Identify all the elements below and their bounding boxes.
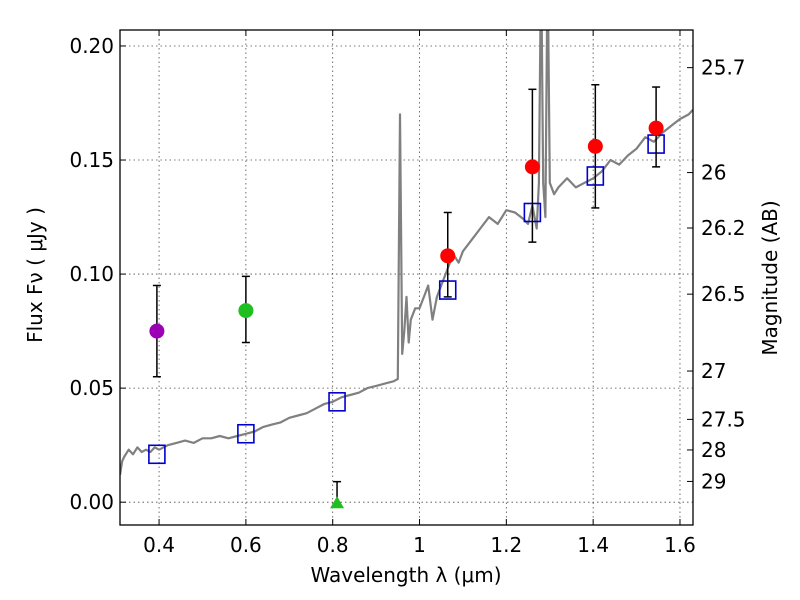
x-axis-label: Wavelength λ (μm): [310, 563, 501, 587]
x-tick-label: 0.4: [143, 533, 175, 557]
tick-layer: 0.4 0.6 0.8 1 1.2 1.4 1.6 0.00 0.05 0.10 0.15 0.20 2…: [69, 30, 746, 557]
x-tick-label: 1.2: [490, 533, 522, 557]
y-tick-label: 0.20: [69, 34, 114, 58]
observed-circle-marker: [238, 303, 254, 319]
model-square-marker: [328, 392, 346, 412]
observed-circle-marker: [524, 159, 540, 175]
observed-circle-marker: [149, 323, 165, 339]
x-tick-label: 1.6: [664, 533, 696, 557]
plot-frame: [119, 29, 694, 526]
y2-tick-label: 27.5: [701, 407, 746, 431]
model-square-marker: [237, 423, 255, 444]
y-tick-label: 0.05: [69, 376, 114, 400]
y2-tick-label: 27: [701, 359, 726, 383]
y2-tick-label: 26.5: [701, 282, 746, 306]
model-square-marker: [148, 444, 166, 465]
x-tick-label: 1.4: [577, 533, 609, 557]
y2-tick-label: 28: [701, 438, 726, 462]
observed-circle-marker: [587, 138, 603, 154]
x-tick-label: 0.8: [317, 533, 349, 557]
y-tick-label: 0.15: [69, 148, 114, 172]
y-tick-label: 0.10: [69, 262, 114, 286]
y-axis-label: Flux Fν ( μJy ): [23, 207, 47, 343]
y2-tick-label: 26: [701, 161, 726, 185]
y2-tick-label: 29: [701, 469, 726, 493]
spectrum-line: [120, 30, 693, 475]
y2-tick-label: 26.2: [701, 216, 746, 240]
y2-tick-label: 25.7: [701, 56, 746, 80]
x-tick-label: 0.6: [230, 533, 262, 557]
x-tick-label: 1: [413, 533, 426, 557]
observed-circle-marker: [440, 248, 456, 264]
triangle-marker: [330, 496, 345, 509]
y2-axis-label: Magnitude (AB): [758, 200, 782, 355]
y-tick-label: 0.00: [69, 490, 114, 514]
grid-layer: [120, 30, 693, 525]
observed-circle-marker: [648, 120, 664, 136]
plot-area: [120, 30, 693, 509]
